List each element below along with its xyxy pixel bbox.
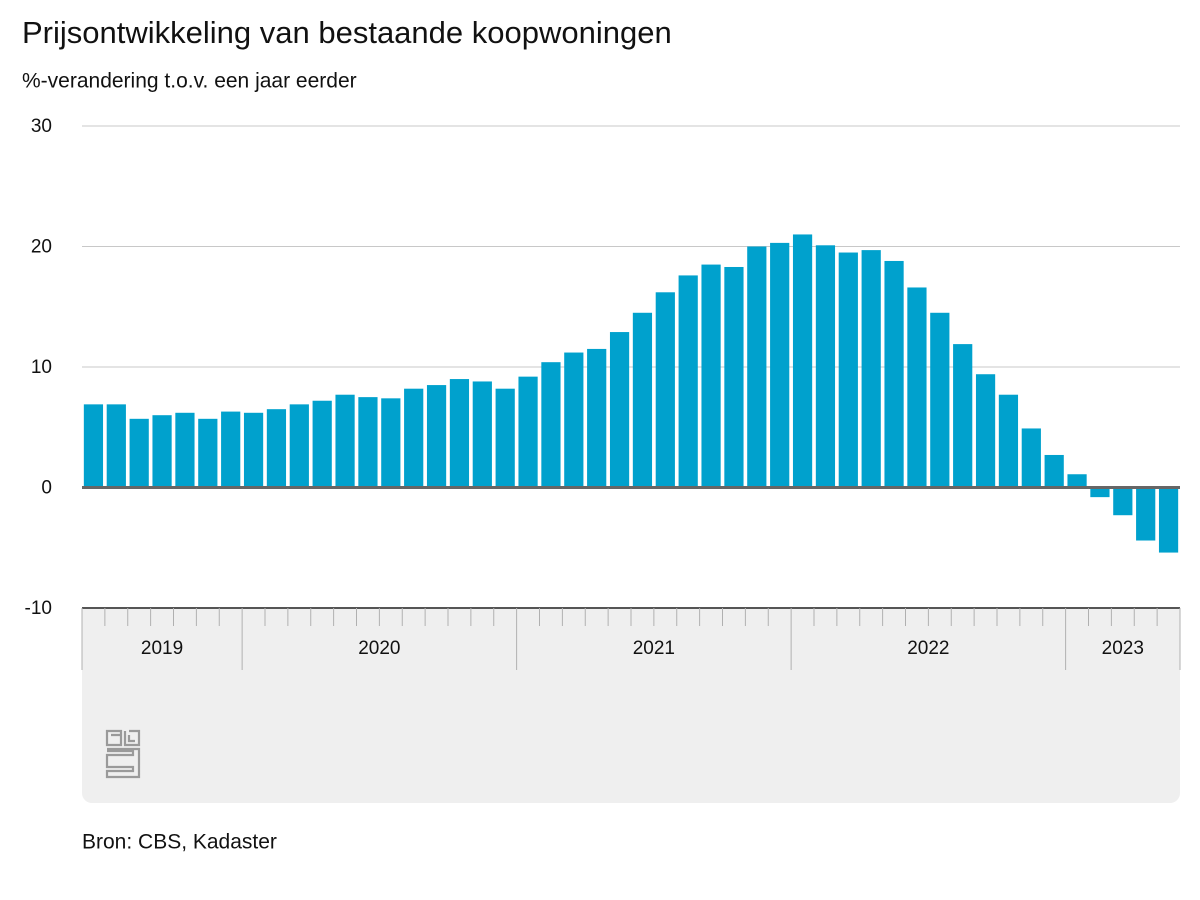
bar [678, 275, 698, 488]
bar [701, 264, 721, 488]
bar [747, 246, 767, 488]
bar [792, 234, 813, 488]
bar [335, 394, 355, 488]
bar [953, 344, 973, 488]
bar [587, 348, 607, 488]
y-tick-label: 10 [31, 357, 52, 378]
bar [404, 388, 424, 488]
bar [426, 385, 447, 488]
bar [358, 397, 378, 488]
y-tick-label: 20 [31, 237, 52, 258]
bar [1067, 474, 1087, 488]
bar [518, 376, 538, 488]
bar [449, 379, 470, 488]
bar [266, 409, 287, 488]
bar [312, 400, 332, 488]
bar [838, 252, 858, 488]
cbs-logo [105, 729, 141, 779]
x-group-label: 2021 [633, 638, 675, 659]
bar [1136, 487, 1156, 541]
bar [1113, 487, 1133, 516]
bar [129, 418, 149, 488]
bar [106, 404, 126, 488]
bar [152, 415, 172, 488]
chart-title: Prijsontwikkeling van bestaande koopwoni… [22, 15, 672, 50]
chart-subtitle: %-verandering t.o.v. een jaar eerder [22, 70, 357, 93]
bar [1090, 487, 1110, 498]
axis-panel [82, 608, 1180, 803]
bar [1158, 487, 1179, 553]
bar [175, 412, 195, 488]
bar [998, 394, 1019, 488]
bar [289, 404, 309, 488]
y-tick-label: -10 [25, 598, 52, 619]
bar [609, 332, 630, 488]
bar [198, 418, 218, 488]
bar [564, 352, 584, 488]
x-group-label: 2020 [358, 638, 400, 659]
bar [930, 312, 950, 488]
bar [770, 242, 790, 488]
bar [815, 245, 836, 488]
bar [655, 292, 675, 488]
bar [907, 287, 927, 488]
y-tick-label: 30 [31, 116, 52, 137]
bar [541, 362, 561, 488]
bar [975, 374, 996, 488]
bar [1021, 428, 1041, 488]
x-group-label: 2023 [1102, 638, 1144, 659]
x-group-label: 2022 [907, 638, 949, 659]
bar [632, 312, 653, 488]
bar [495, 388, 515, 488]
bar [724, 266, 744, 488]
bar [381, 398, 401, 488]
bar [243, 412, 264, 488]
y-tick-label: 0 [41, 478, 52, 499]
bar [83, 404, 104, 488]
bar [1044, 454, 1064, 488]
bar [884, 260, 904, 488]
source: Bron: CBS, Kadaster [82, 831, 277, 854]
x-group-label: 2019 [141, 638, 183, 659]
bar [861, 250, 881, 488]
bar [472, 381, 492, 488]
bar [221, 411, 241, 488]
